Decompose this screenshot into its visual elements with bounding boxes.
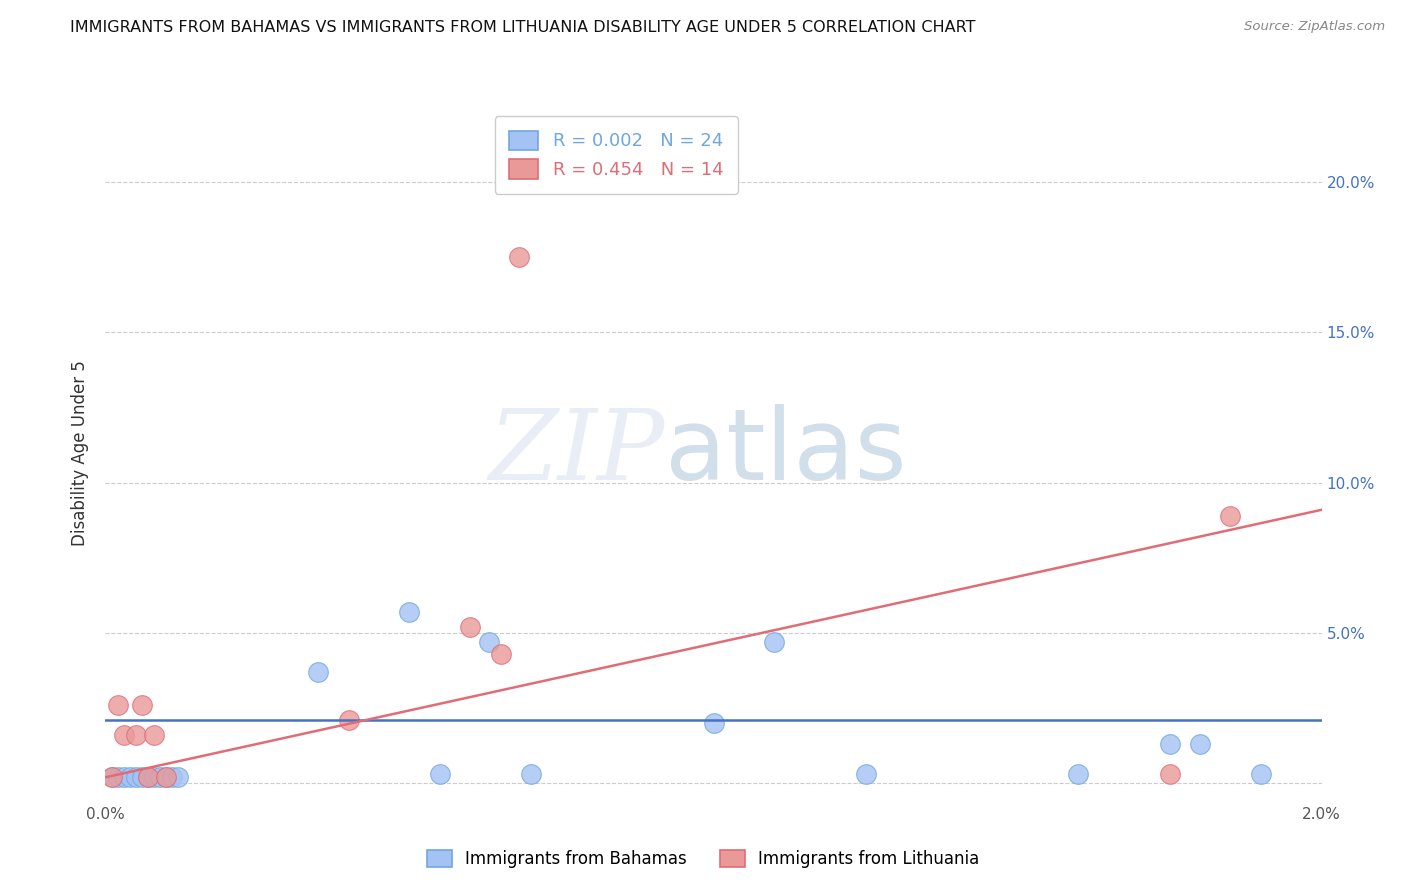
Point bbox=[520, 767, 543, 781]
Text: atlas: atlas bbox=[665, 404, 907, 501]
Text: IMMIGRANTS FROM BAHAMAS VS IMMIGRANTS FROM LITHUANIA DISABILITY AGE UNDER 5 CORR: IMMIGRANTS FROM BAHAMAS VS IMMIGRANTS FR… bbox=[70, 20, 976, 35]
Point bbox=[143, 770, 166, 784]
Point bbox=[107, 770, 129, 784]
Point bbox=[477, 635, 499, 649]
Point bbox=[307, 665, 329, 679]
Point bbox=[112, 728, 135, 742]
Point bbox=[100, 770, 122, 784]
Point bbox=[1067, 767, 1090, 781]
Point bbox=[118, 770, 141, 784]
Point bbox=[1188, 737, 1211, 751]
Point bbox=[125, 770, 148, 784]
Point bbox=[855, 767, 877, 781]
Point bbox=[508, 250, 530, 264]
Text: Source: ZipAtlas.com: Source: ZipAtlas.com bbox=[1244, 20, 1385, 33]
Point bbox=[167, 770, 190, 784]
Point bbox=[100, 770, 122, 784]
Text: ZIP: ZIP bbox=[489, 405, 665, 500]
Point bbox=[702, 716, 725, 731]
Y-axis label: Disability Age Under 5: Disability Age Under 5 bbox=[72, 359, 90, 546]
Point bbox=[398, 605, 420, 619]
Legend: R = 0.002   N = 24, R = 0.454   N = 14: R = 0.002 N = 24, R = 0.454 N = 14 bbox=[495, 116, 738, 194]
Legend: Immigrants from Bahamas, Immigrants from Lithuania: Immigrants from Bahamas, Immigrants from… bbox=[420, 843, 986, 875]
Point bbox=[1159, 767, 1181, 781]
Point bbox=[162, 770, 184, 784]
Point bbox=[131, 770, 153, 784]
Point bbox=[458, 620, 481, 634]
Point bbox=[131, 698, 153, 713]
Point bbox=[1159, 737, 1181, 751]
Point bbox=[143, 728, 166, 742]
Point bbox=[1250, 767, 1272, 781]
Point bbox=[149, 770, 172, 784]
Point bbox=[155, 770, 177, 784]
Point bbox=[125, 728, 148, 742]
Point bbox=[429, 767, 451, 781]
Point bbox=[107, 698, 129, 713]
Point bbox=[489, 647, 512, 661]
Point bbox=[155, 770, 177, 784]
Point bbox=[136, 770, 159, 784]
Point bbox=[337, 713, 360, 727]
Point bbox=[112, 770, 135, 784]
Point bbox=[763, 635, 786, 649]
Point bbox=[136, 770, 159, 784]
Point bbox=[1219, 508, 1241, 523]
